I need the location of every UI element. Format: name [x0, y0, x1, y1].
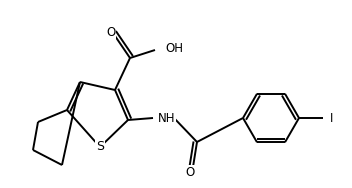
- Text: OH: OH: [165, 42, 183, 55]
- Text: NH: NH: [158, 111, 176, 124]
- Text: S: S: [96, 140, 104, 153]
- Text: I: I: [330, 111, 333, 124]
- Text: O: O: [106, 27, 115, 39]
- Text: O: O: [186, 165, 195, 178]
